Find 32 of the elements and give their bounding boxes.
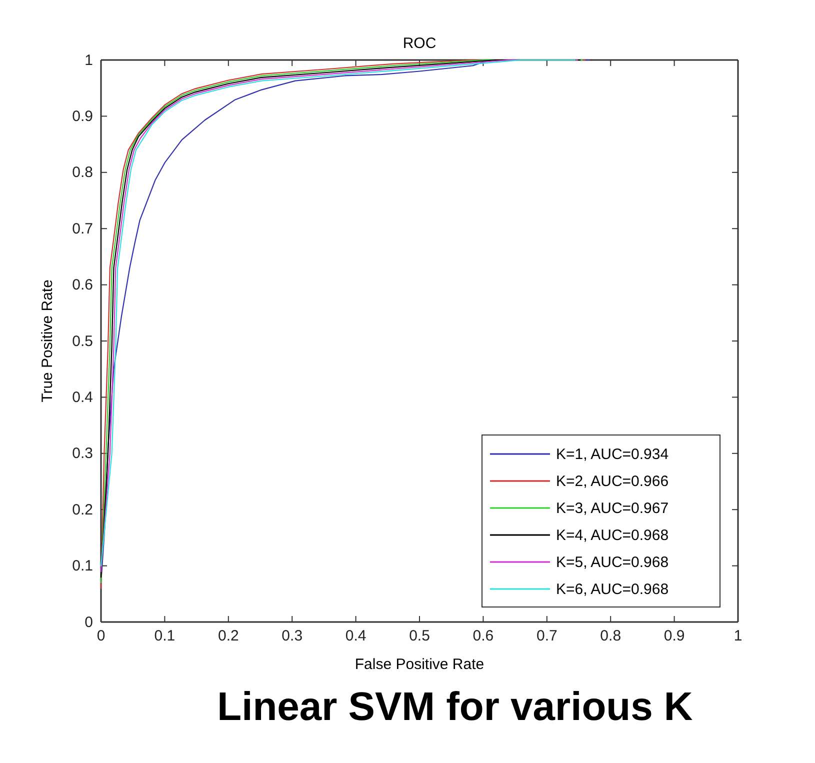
x-tick-label: 0.2 <box>218 628 239 645</box>
y-tick-label: 0.3 <box>72 445 93 462</box>
y-tick-label: 0.8 <box>72 164 93 182</box>
y-tick-label: 0.7 <box>72 220 93 238</box>
y-axis-title: True Positive Rate <box>39 280 56 402</box>
x-tick-label: 1 <box>734 628 742 645</box>
y-tick-label: 1 <box>84 52 93 69</box>
y-tick-label: 0.6 <box>72 276 93 294</box>
x-tick-label: 0.8 <box>600 628 622 645</box>
legend-label: K=4, AUC=0.968 <box>556 527 669 544</box>
y-tick-label: 0.2 <box>72 501 93 518</box>
legend-label: K=3, AUC=0.967 <box>556 500 669 517</box>
legend-label: K=5, AUC=0.968 <box>556 554 669 571</box>
legend-label: K=6, AUC=0.968 <box>556 581 669 598</box>
y-tick-label: 0.5 <box>72 332 93 350</box>
x-tick-label: 0.6 <box>472 628 494 645</box>
y-tick-label: 0.1 <box>72 558 93 575</box>
x-tick-label: 0 <box>96 628 106 645</box>
y-tick-label: 0.9 <box>72 108 93 125</box>
x-axis-title: False Positive Rate <box>354 656 484 673</box>
y-tick-label: 0 <box>84 614 93 631</box>
y-tick-label: 0.4 <box>72 389 93 406</box>
x-tick-label: 0.3 <box>282 628 303 645</box>
x-tick-label: 0.4 <box>345 628 366 645</box>
chart-title: ROC <box>402 35 436 52</box>
x-tick-label: 0.5 <box>409 628 430 645</box>
x-tick-label: 0.7 <box>536 628 558 645</box>
x-tick-label: 0.1 <box>154 628 176 645</box>
x-tick-label: 0.9 <box>664 628 685 645</box>
legend-label: K=1, AUC=0.934 <box>556 446 669 463</box>
legend-label: K=2, AUC=0.966 <box>556 473 669 490</box>
text: Linear SVM for various K <box>217 685 693 729</box>
